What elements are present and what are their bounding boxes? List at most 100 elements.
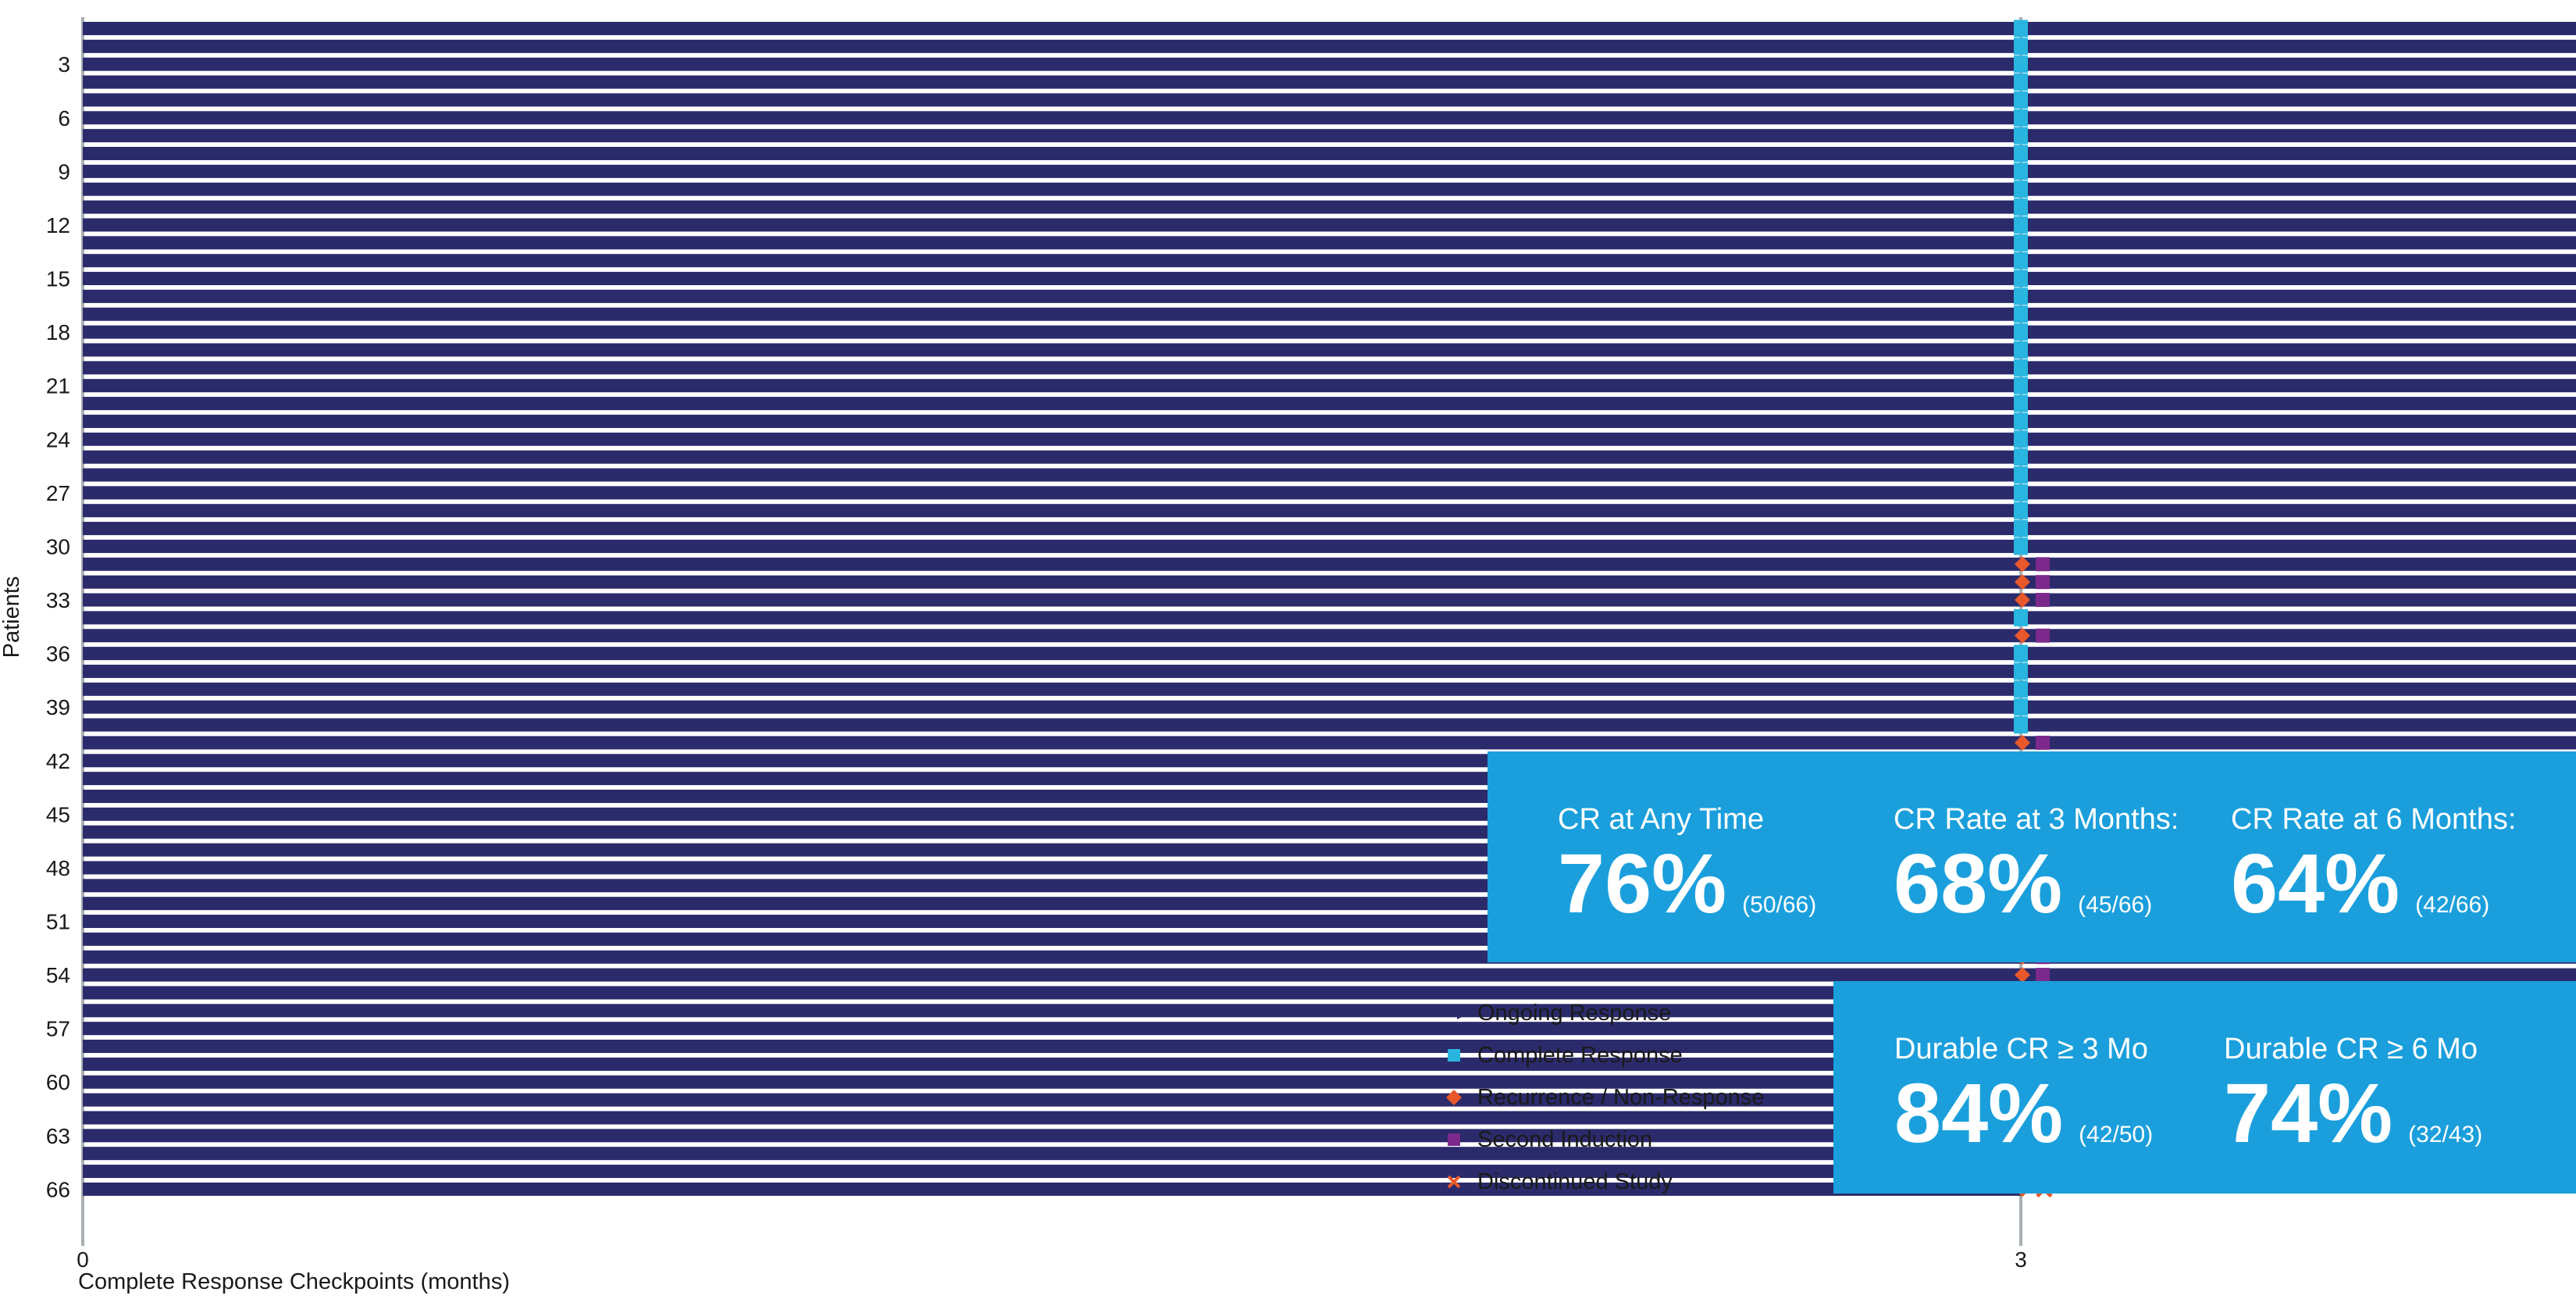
bar-patient-4 bbox=[83, 75, 2576, 89]
stat-percent: 84% bbox=[1894, 1065, 2064, 1160]
si-marker-35-3 bbox=[2035, 628, 2050, 643]
y-tick-label-30: 30 bbox=[46, 534, 70, 558]
y-tick-label-57: 57 bbox=[46, 1017, 70, 1041]
cr-marker-8-3 bbox=[2013, 145, 2028, 162]
x-mark-icon bbox=[1437, 1170, 1471, 1194]
recurrence-marker-31-3 bbox=[2014, 556, 2030, 573]
bar-patient-7 bbox=[83, 129, 2576, 143]
cr-marker-13-3 bbox=[2013, 234, 2028, 252]
legend-label: Ongoing Response bbox=[1477, 1000, 1672, 1026]
legend-item-ongoing: Ongoing Response bbox=[1437, 992, 1765, 1034]
stat-label: CR at Any Time bbox=[1558, 803, 1764, 836]
stat-fraction: (42/66) bbox=[2415, 892, 2490, 918]
y-tick-label-51: 51 bbox=[46, 910, 70, 934]
y-tick-label-33: 33 bbox=[46, 588, 70, 612]
bar-patient-25 bbox=[83, 450, 2576, 464]
cr-marker-23-3 bbox=[2013, 412, 2028, 430]
square-icon bbox=[1437, 1128, 1471, 1151]
stat-label: CR Rate at 6 Months: bbox=[2231, 803, 2517, 836]
bar-patient-35 bbox=[83, 629, 2576, 643]
legend-item-complete-response: Complete Response bbox=[1437, 1034, 1765, 1076]
bar-patient-27 bbox=[83, 486, 2576, 500]
cr-marker-17-3 bbox=[2013, 305, 2028, 323]
cr-marker-5-3 bbox=[2013, 91, 2028, 109]
y-tick-label-48: 48 bbox=[46, 856, 70, 880]
legend-label: Second Induction bbox=[1477, 1126, 1653, 1152]
cr-marker-10-3 bbox=[2013, 180, 2028, 198]
cr-marker-38-3 bbox=[2013, 680, 2028, 698]
legend-item-recurrence: Recurrence / Non-Response bbox=[1437, 1076, 1765, 1119]
stats-box-bottom: Durable CR ≥ 3 Mo 84% (42/50) Durable CR… bbox=[1833, 981, 2576, 1194]
cr-marker-39-3 bbox=[2013, 698, 2028, 716]
cr-marker-15-3 bbox=[2013, 269, 2028, 287]
y-tick-label-3: 3 bbox=[58, 52, 70, 77]
y-tick-label-18: 18 bbox=[46, 320, 70, 344]
cr-marker-3-3 bbox=[2013, 55, 2028, 73]
bar-patient-41 bbox=[83, 736, 2576, 750]
bar-patient-10 bbox=[83, 182, 2576, 196]
x-tick-label-0: 0 bbox=[77, 1247, 89, 1272]
bar-patient-20 bbox=[83, 361, 2576, 375]
stat-label: Durable CR ≥ 6 Mo bbox=[2224, 1033, 2478, 1065]
bar-patient-8 bbox=[83, 147, 2576, 161]
bar-patient-64 bbox=[83, 1147, 2021, 1161]
cr-marker-4-3 bbox=[2013, 73, 2028, 91]
bar-patient-6 bbox=[83, 111, 2576, 125]
cr-marker-28-3 bbox=[2013, 501, 2028, 519]
cr-marker-2-3 bbox=[2013, 37, 2028, 55]
bar-patient-33 bbox=[83, 593, 2576, 607]
stat-label: CR Rate at 3 Months: bbox=[1894, 803, 2179, 836]
si-marker-32-3 bbox=[2035, 575, 2050, 590]
stat-fraction: (45/66) bbox=[2078, 892, 2153, 918]
bar-patient-3 bbox=[83, 57, 2576, 71]
y-tick-label-66: 66 bbox=[46, 1177, 70, 1201]
si-marker-54-3 bbox=[2035, 968, 2050, 983]
stat-percent: 76% bbox=[1558, 836, 1727, 930]
y-tick-label-36: 36 bbox=[46, 642, 70, 666]
cr-marker-12-3 bbox=[2013, 216, 2028, 234]
bar-patient-18 bbox=[83, 325, 2576, 339]
stat-fraction: (32/43) bbox=[2408, 1122, 2483, 1147]
cr-marker-25-3 bbox=[2013, 448, 2028, 466]
cr-marker-9-3 bbox=[2013, 162, 2028, 180]
bar-patient-28 bbox=[83, 504, 2576, 518]
cr-marker-14-3 bbox=[2013, 252, 2028, 269]
bar-patient-63 bbox=[83, 1129, 2021, 1143]
bar-patient-1 bbox=[83, 22, 2576, 35]
bar-patient-37 bbox=[83, 664, 2576, 678]
cr-marker-21-3 bbox=[2013, 376, 2028, 394]
si-marker-41-3 bbox=[2035, 735, 2050, 750]
stat-fraction: (50/66) bbox=[1742, 892, 1817, 918]
bar-patient-38 bbox=[83, 682, 2576, 696]
recurrence-marker-32-3 bbox=[2014, 574, 2030, 591]
diamond-icon bbox=[1437, 1086, 1471, 1109]
stat-percent: 64% bbox=[2231, 836, 2400, 930]
legend-item-discontinued: Discontinued Study bbox=[1437, 1161, 1765, 1203]
recurrence-marker-33-3 bbox=[2014, 592, 2030, 608]
bar-patient-66 bbox=[83, 1182, 2021, 1196]
y-tick-label-60: 60 bbox=[46, 1070, 70, 1094]
cr-marker-24-3 bbox=[2013, 430, 2028, 448]
stat-cr-rate-6-months: CR Rate at 6 Months: 64% (42/66) bbox=[2231, 803, 2516, 926]
si-marker-31-3 bbox=[2035, 557, 2050, 572]
bar-patient-65 bbox=[83, 1165, 2021, 1179]
bar-patient-9 bbox=[83, 164, 2576, 178]
bar-patient-36 bbox=[83, 647, 2576, 661]
cr-marker-11-3 bbox=[2013, 198, 2028, 216]
bar-patient-39 bbox=[83, 700, 2576, 714]
y-tick-label-24: 24 bbox=[46, 427, 70, 451]
y-tick-label-12: 12 bbox=[46, 213, 70, 237]
cr-marker-7-3 bbox=[2013, 127, 2028, 145]
cr-marker-19-3 bbox=[2013, 341, 2028, 359]
stat-durable-cr-6-mo: Durable CR ≥ 6 Mo 74% (32/43) bbox=[2224, 1033, 2482, 1155]
x-tick-label-3: 3 bbox=[2015, 1247, 2027, 1272]
y-tick-label-63: 63 bbox=[46, 1124, 70, 1148]
y-tick-label-39: 39 bbox=[46, 695, 70, 719]
y-tick-label-15: 15 bbox=[46, 267, 70, 291]
bar-patient-40 bbox=[83, 718, 2576, 732]
cr-marker-1-3 bbox=[2013, 20, 2028, 37]
y-tick-label-6: 6 bbox=[58, 106, 70, 130]
legend-label: Complete Response bbox=[1477, 1042, 1683, 1068]
cr-marker-40-3 bbox=[2013, 716, 2028, 734]
bar-patient-15 bbox=[83, 272, 2576, 286]
